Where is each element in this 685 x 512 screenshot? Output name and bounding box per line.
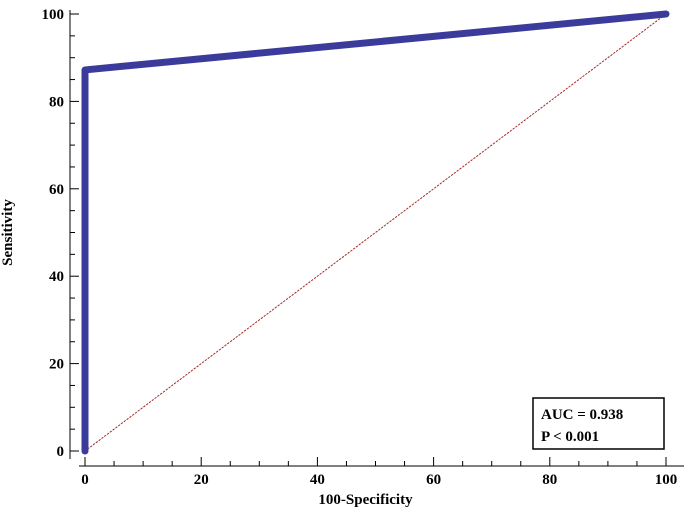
x-tick-label: 80 xyxy=(542,472,557,488)
stats-box-frame xyxy=(532,397,665,450)
x-tick-label: 100 xyxy=(655,472,678,488)
x-tick-label: 60 xyxy=(426,472,441,488)
x-tick-label: 40 xyxy=(310,472,325,488)
y-tick-label: 40 xyxy=(49,269,64,285)
axes: 0 20 40 60 80 100 0 20 40 60 80 100 xyxy=(42,7,684,488)
x-tick-label: 20 xyxy=(194,472,209,488)
y-axis-title: Sensitivity xyxy=(0,199,16,266)
x-tick-label: 0 xyxy=(81,472,89,488)
reference-diagonal-line xyxy=(84,13,667,452)
roc-curve-line xyxy=(81,10,670,455)
x-ticks: 0 20 40 60 80 100 xyxy=(81,457,677,488)
y-ticks: 0 20 40 60 80 100 xyxy=(42,7,79,460)
y-tick-label: 100 xyxy=(42,7,65,23)
y-tick-label: 0 xyxy=(57,444,65,460)
p-value-label: P < 0.001 xyxy=(541,429,599,445)
y-tick-label: 60 xyxy=(49,182,64,198)
y-tick-label: 80 xyxy=(49,94,64,110)
x-axis-title: 100-Specificity xyxy=(318,492,413,508)
plot-area xyxy=(81,10,670,455)
stats-box: AUC = 0.938 P < 0.001 xyxy=(532,397,665,450)
auc-label: AUC = 0.938 xyxy=(541,407,623,423)
y-tick-label: 20 xyxy=(49,357,64,373)
